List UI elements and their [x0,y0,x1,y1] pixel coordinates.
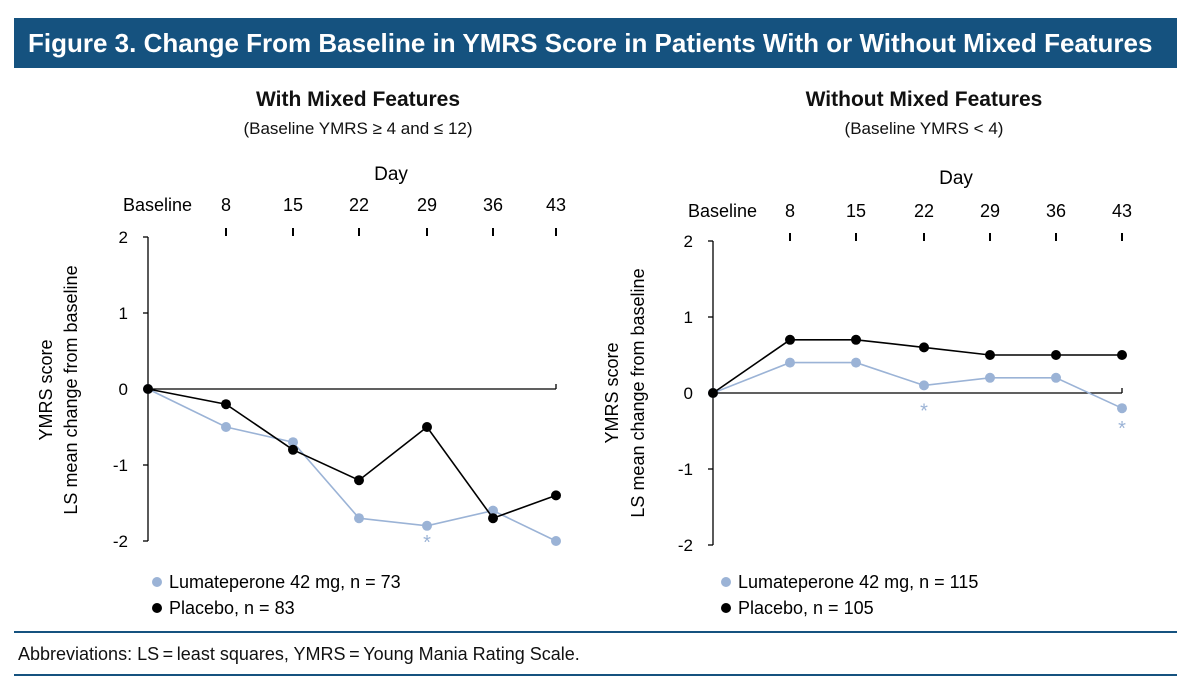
left-x-tick-label: 36 [483,195,503,215]
right-x-tick-label: 15 [846,201,866,221]
right-legend-marker-lumateperone [721,577,731,587]
right-series-line-placebo [712,338,1122,394]
left-data-point-placebo [288,444,298,455]
left-legend-marker-lumateperone [152,577,162,587]
left-x-axis-title: Day [374,164,408,185]
left-x-tick-label: Baseline [123,195,192,215]
left-y-tick-label: -1 [113,456,128,475]
left-data-point-lumateperone [288,437,298,448]
left-data-point-placebo [488,513,498,524]
right-x-tick-label: 29 [980,201,1000,221]
right-legend-label-placebo: Placebo, n = 105 [738,598,874,618]
right-chart-title: Without Mixed Features [805,88,1043,111]
right-y-tick-label: 1 [684,308,693,327]
figure-title: Figure 3. Change From Baseline in YMRS S… [28,28,1153,58]
right-line-chart: 2 1 0 -1 -2 Day Baseline 8 15 22 29 36 43 YMRS score L… [602,168,1132,618]
right-significance-asterisk: * [920,401,928,423]
right-y-tick-label: 0 [684,384,693,403]
left-x-tick-label: 15 [283,195,303,215]
left-legend-marker-placebo [152,603,162,613]
right-data-point-placebo [785,334,795,345]
right-x-axis-title: Day [939,168,973,189]
left-data-point-lumateperone [551,536,561,546]
left-data-point-placebo [143,384,153,394]
right-data-point-lumateperone [1117,403,1127,414]
right-series-line-lumateperone [712,361,1123,409]
right-y-tick-label: 2 [684,232,693,251]
right-data-point-placebo [851,334,861,345]
right-data-point-lumateperone [851,357,861,368]
left-y-tick-label: 0 [119,380,128,399]
left-data-point-placebo [422,422,432,432]
right-x-tick-label: 22 [914,201,934,221]
right-x-tick-label: 36 [1046,201,1066,221]
right-data-point-placebo [1117,350,1127,360]
left-data-point-placebo [221,399,231,410]
right-y-axis-title-line1: YMRS score [602,342,622,443]
left-legend-label-placebo: Placebo, n = 83 [169,598,295,618]
left-x-tick-label: 29 [417,195,437,215]
footer-bottom-rule [14,674,1177,676]
left-data-point-lumateperone [354,513,364,524]
left-y-tick-label: 1 [119,304,128,323]
right-data-point-lumateperone [1051,372,1061,383]
right-legend-label-lumateperone: Lumateperone 42 mg, n = 115 [738,572,978,592]
left-significance-asterisk: * [423,532,431,554]
left-data-point-lumateperone [221,422,231,432]
left-chart-title: With Mixed Features [255,88,460,111]
left-x-tick-label: 22 [349,195,369,215]
right-data-point-placebo [1051,350,1061,360]
right-data-point-lumateperone [919,380,929,391]
left-y-axis-title-line2: LS mean change from baseline [61,265,81,514]
left-y-axis-title-line1: YMRS score [36,339,56,440]
right-data-point-placebo [708,388,718,398]
left-chart-subtitle: (Baseline YMRS ≥ 4 and ≤ 12) [243,119,473,138]
right-data-point-lumateperone [985,372,995,383]
left-data-point-placebo [551,490,561,501]
right-x-tick-label: 8 [785,201,795,221]
footer-top-rule [14,631,1177,633]
right-data-point-placebo [985,350,995,360]
left-x-tick-label: 43 [546,195,566,215]
left-data-point-lumateperone [488,505,498,516]
right-data-point-placebo [919,342,929,353]
footnote-abbreviations: Abbreviations: LS = least squares, YMRS … [18,644,580,664]
right-x-tick-label: Baseline [688,201,757,221]
right-legend-marker-placebo [721,603,731,613]
left-x-tick-label: 8 [221,195,231,215]
left-y-tick-label: 2 [119,228,128,247]
right-chart-subtitle: (Baseline YMRS < 4) [844,119,1004,138]
left-legend-label-lumateperone: Lumateperone 42 mg, n = 73 [169,572,401,592]
left-data-point-lumateperone [422,520,432,531]
right-y-axis-title-line2: LS mean change from baseline [628,268,648,517]
right-significance-asterisk: * [1118,418,1126,440]
right-y-tick-label: -2 [678,536,693,555]
right-y-tick-label: -1 [678,460,693,479]
figure-title-banner: Figure 3. Change From Baseline in YMRS S… [14,18,1177,68]
left-y-tick-label: -2 [113,532,128,551]
right-x-tick-label: 43 [1112,201,1132,221]
right-data-point-lumateperone [785,357,795,368]
left-data-point-placebo [354,475,364,486]
